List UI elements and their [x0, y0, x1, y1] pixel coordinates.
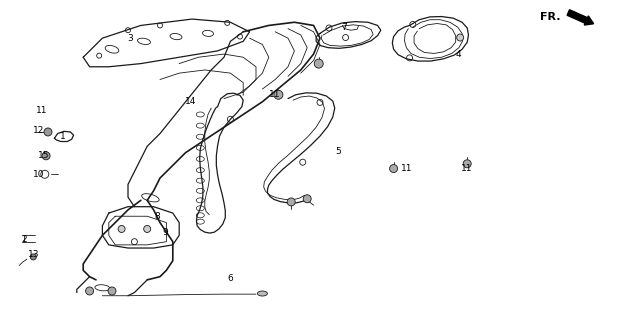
Text: 1: 1: [60, 132, 65, 141]
Circle shape: [108, 287, 116, 295]
Text: 12: 12: [33, 126, 44, 135]
Text: 9: 9: [163, 228, 168, 237]
Text: 11: 11: [461, 164, 473, 173]
Text: 5: 5: [335, 147, 340, 156]
Text: 8: 8: [154, 212, 159, 221]
Circle shape: [42, 152, 50, 160]
Text: 14: 14: [185, 97, 196, 106]
Text: 11: 11: [401, 164, 412, 173]
Circle shape: [457, 34, 463, 41]
Circle shape: [144, 225, 150, 232]
Text: 11: 11: [269, 90, 281, 99]
Circle shape: [86, 287, 93, 295]
Circle shape: [118, 225, 125, 232]
Text: FR.: FR.: [540, 12, 561, 23]
Circle shape: [463, 160, 471, 168]
Circle shape: [303, 195, 311, 203]
Text: 7: 7: [342, 24, 347, 32]
Circle shape: [44, 128, 52, 136]
Text: 4: 4: [456, 50, 461, 59]
FancyArrow shape: [567, 10, 594, 25]
Circle shape: [287, 198, 295, 206]
Text: 10: 10: [33, 170, 44, 179]
Circle shape: [30, 254, 36, 260]
Text: 13: 13: [28, 250, 39, 259]
Text: 11: 11: [36, 106, 47, 115]
Text: 15: 15: [38, 151, 49, 160]
Text: 3: 3: [127, 34, 132, 43]
Circle shape: [390, 164, 397, 173]
Ellipse shape: [257, 291, 268, 296]
Circle shape: [274, 90, 283, 99]
Text: 2: 2: [22, 235, 27, 244]
Circle shape: [314, 59, 323, 68]
Text: 6: 6: [228, 274, 233, 283]
